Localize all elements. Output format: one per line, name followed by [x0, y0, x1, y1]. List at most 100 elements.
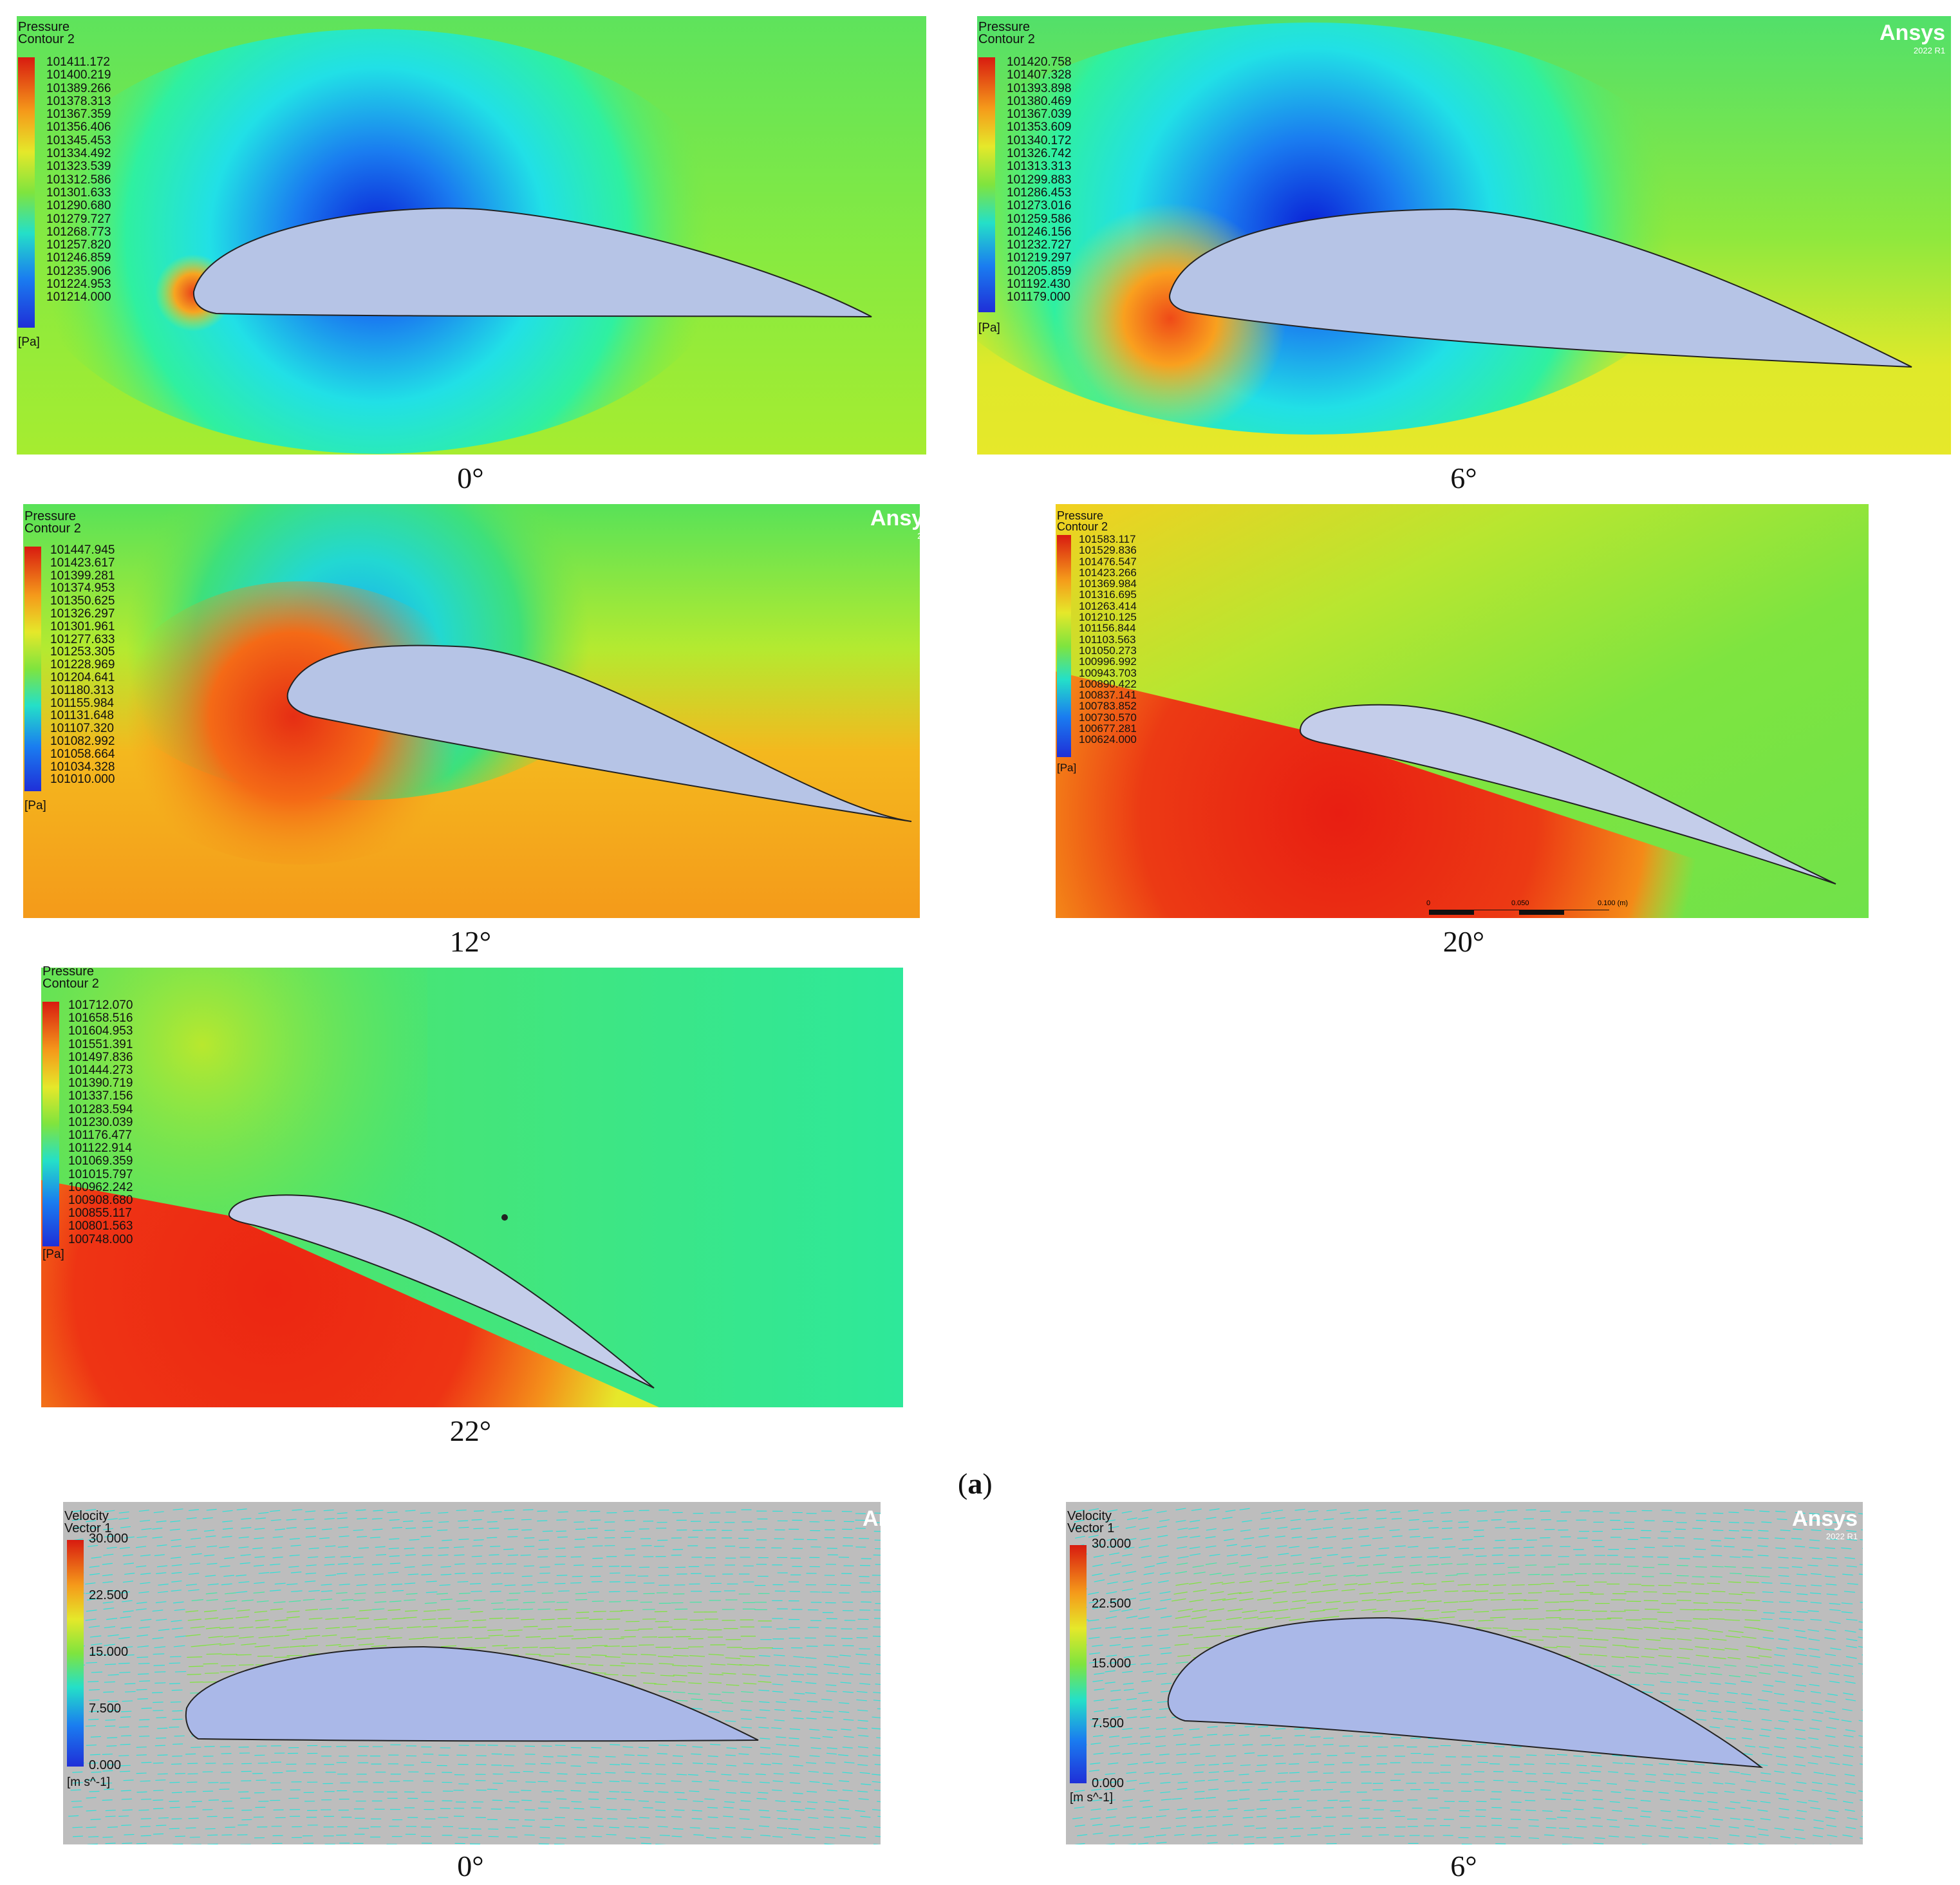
pressure-legend-20deg: Pressure Contour 2 101583.117 101529.836 1… [1057, 510, 1137, 774]
legend-level-9: 101299.883 [1007, 173, 1072, 187]
legend-level-16: 100855.117 [68, 1206, 132, 1221]
legend-level-11: 101122.914 [68, 1141, 132, 1156]
legend-level-7: 101210.125 [1079, 611, 1137, 624]
legend-level-2: 101393.898 [1007, 81, 1072, 95]
legend-level-10: 101286.453 [1007, 185, 1072, 200]
legend-level-13: 100890.422 [1079, 677, 1137, 690]
ansys-logo: Ansys 2022 R1 [1880, 21, 1946, 55]
legend-level-18: 101010.000 [50, 773, 115, 787]
legend-level-17: 101192.430 [1007, 277, 1070, 292]
legend-unit: [Pa] [42, 1248, 64, 1261]
legend-level-3: 101380.469 [1007, 94, 1072, 108]
legend-level-16: 100730.570 [1079, 711, 1137, 724]
legend-level-18: 100624.000 [1079, 733, 1137, 746]
legend-level-16: 101235.906 [46, 264, 111, 278]
pressure-contour-panel-0deg [17, 16, 926, 455]
legend-unit: [Pa] [24, 799, 46, 812]
legend-level-6: 101263.414 [1079, 599, 1137, 612]
legend-unit: [Pa] [18, 335, 40, 349]
airfoil-shape [1169, 208, 1912, 368]
caption-12deg: 12° [449, 925, 492, 958]
legend-colorbar [1070, 1545, 1087, 1783]
legend-subtitle: Contour 2 [42, 977, 99, 991]
legend-level-15: 101219.297 [1007, 251, 1072, 265]
caption-velocity-6deg: 6° [1450, 1850, 1477, 1882]
legend-level-3: 7.500 [1092, 1716, 1125, 1730]
legend-level-4: 0.000 [89, 1758, 122, 1772]
pressure-contour-plot [1056, 504, 1869, 918]
scale-tick-2: 0.100 (m) [1598, 899, 1629, 907]
velocity-legend-0deg: Velocity Vector 1 30.000 22.500 15.000 7.50… [64, 1509, 128, 1789]
scale-tick-1: 0.050 [1511, 899, 1529, 907]
legend-title: Velocity [1067, 1509, 1112, 1523]
legend-colorbar [24, 547, 41, 791]
pressure-contour-plot [17, 16, 926, 455]
legend-subtitle: Vector 1 [1067, 1521, 1115, 1535]
legend-level-18: 101214.000 [46, 290, 111, 305]
legend-level-6: 101390.719 [68, 1076, 133, 1091]
velocity-vector-panel-0deg [63, 1502, 881, 1844]
ansys-logo: Ansys 2022 [870, 506, 937, 541]
legend-level-4: 101367.359 [46, 108, 111, 122]
legend-title: Pressure [42, 964, 95, 979]
airfoil-shape [1167, 1617, 1764, 1768]
legend-levels: 101420.758 101407.328 101393.898 101380.469… [1007, 55, 1072, 305]
legend-subtitle: Vector 1 [64, 1521, 112, 1535]
velocity-legend-6deg: Velocity Vector 1 30.000 22.500 15.000 7.50… [1067, 1509, 1131, 1805]
legend-level-2: 15.000 [89, 1645, 129, 1659]
legend-level-11: 101180.313 [50, 683, 114, 697]
airfoil-shape [286, 644, 912, 822]
legend-level-4: 101369.984 [1079, 577, 1137, 590]
legend-level-13: 101246.156 [1007, 225, 1072, 239]
legend-title: Velocity [64, 1509, 109, 1523]
legend-title: Pressure [24, 509, 77, 523]
legend-level-3: 101423.266 [1079, 566, 1137, 579]
pressure-contour-panel-12deg [23, 504, 920, 918]
legend-level-2: 15.000 [1092, 1656, 1132, 1671]
legend-level-2: 101604.953 [68, 1024, 133, 1038]
velocity-vectors [68, 1508, 881, 1844]
legend-level-8: 101156.844 [1079, 622, 1136, 635]
airfoil-shape [192, 207, 872, 317]
legend-level-15: 100908.680 [68, 1194, 133, 1208]
legend-level-14: 101257.820 [46, 238, 111, 252]
airfoil-shape [185, 1646, 759, 1742]
legend-level-12: 101155.984 [50, 696, 114, 710]
legend-levels: 101712.070 101658.516 101604.953 101551.391… [68, 999, 133, 1246]
legend-subtitle: Contour 2 [24, 521, 81, 536]
legend-levels: 30.000 22.500 15.000 7.500 0.000 [1092, 1537, 1169, 1795]
ansys-logo: Ansys 2022 R1 [1792, 1506, 1858, 1541]
legend-title: Pressure [18, 20, 70, 34]
legend-level-3: 101551.391 [68, 1037, 133, 1051]
legend-level-9: 101103.563 [1079, 633, 1136, 646]
legend-level-6: 101340.172 [1007, 133, 1072, 147]
legend-unit: [Pa] [1057, 762, 1077, 774]
legend-levels: 101583.117 101529.836 101476.547 101423.266… [1079, 534, 1137, 746]
caption-0deg: 0° [457, 462, 484, 494]
legend-level-6: 101345.453 [46, 133, 111, 147]
legend-colorbar [42, 1002, 59, 1246]
pressure-contour-plot [41, 968, 903, 1407]
legend-level-0: 30.000 [1092, 1537, 1132, 1551]
legend-level-10: 101050.273 [1079, 644, 1137, 657]
legend-level-14: 100962.242 [68, 1180, 133, 1194]
pressure-contour-plot [23, 504, 920, 918]
legend-level-10: 101301.633 [46, 185, 111, 200]
legend-level-8: 101323.539 [46, 160, 111, 174]
legend-level-13: 101131.648 [50, 709, 114, 723]
legend-level-6: 101301.961 [50, 619, 115, 633]
legend-level-11: 101290.680 [46, 199, 111, 213]
legend-level-17: 100677.281 [1079, 722, 1137, 735]
airfoil-shape [1299, 704, 1836, 885]
legend-level-18: 101179.000 [1007, 290, 1070, 305]
legend-level-5: 101326.297 [50, 606, 115, 621]
legend-level-3: 7.500 [89, 1702, 122, 1716]
legend-level-1: 22.500 [1092, 1597, 1132, 1611]
legend-level-8: 101253.305 [50, 645, 115, 659]
legend-level-0: 30.000 [89, 1532, 129, 1546]
legend-level-11: 100996.992 [1079, 655, 1137, 668]
caption-22deg: 22° [449, 1414, 492, 1447]
legend-level-15: 101082.992 [50, 734, 115, 748]
legend-level-4: 101350.625 [50, 594, 115, 608]
legend-level-12: 101069.359 [68, 1154, 133, 1168]
